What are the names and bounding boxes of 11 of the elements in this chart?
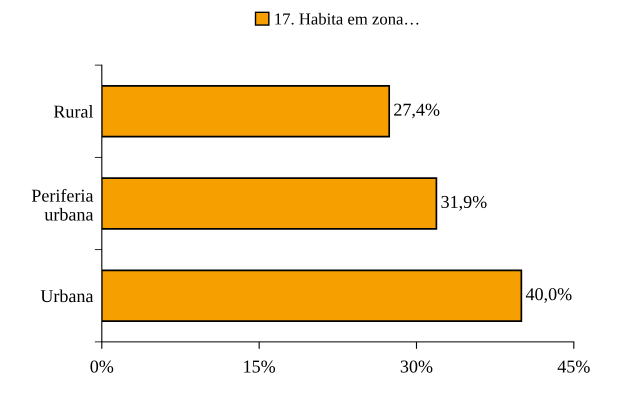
x-tick-label: 0%	[90, 360, 114, 373]
data-label: 27,4%	[394, 104, 440, 118]
y-tick-label: Urbana	[40, 289, 94, 302]
x-tick-label: 30%	[400, 360, 432, 373]
y-tick-label: Periferia urbana	[32, 188, 94, 221]
data-label: 40,0%	[526, 288, 572, 303]
x-tick-label: 45%	[558, 360, 590, 373]
y-tick-label: Rural	[54, 104, 94, 118]
x-tick-label: 15%	[244, 360, 276, 373]
legend-label: 17. Habita em zona…	[275, 12, 418, 25]
data-label: 31,9%	[441, 196, 487, 211]
